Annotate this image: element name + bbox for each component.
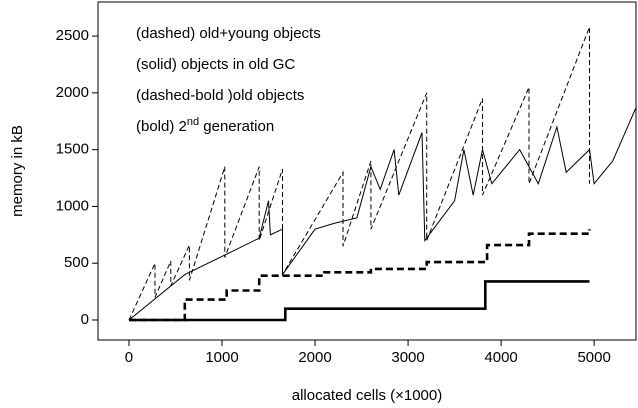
plot-frame <box>97 1 637 341</box>
y-tick-label: 0 <box>81 311 89 328</box>
series-line <box>128 107 637 321</box>
x-tick-label: 3000 <box>391 349 424 366</box>
y-axis-label: memory in kB <box>9 125 26 217</box>
x-tick-label: 2000 <box>298 349 331 366</box>
x-tick-label: 0 <box>125 349 133 366</box>
y-tick-label: 1000 <box>56 197 89 214</box>
series-line <box>129 229 591 322</box>
x-tick-label: 4000 <box>484 349 517 366</box>
y-tick-label: 500 <box>64 254 89 271</box>
x-axis-label: allocated cells (×1000) <box>292 387 443 404</box>
legend-entry: (dashed-bold )old objects <box>136 87 304 104</box>
x-tick-label: 5000 <box>577 349 610 366</box>
legend-text-part: (bold) 2 <box>136 118 187 135</box>
y-tick-label: 1500 <box>56 141 89 158</box>
y-tick-label: 2500 <box>56 27 89 44</box>
legend-entry: (bold) 2nd generation <box>136 116 274 135</box>
legend-entry: (dashed) old+young objects <box>136 25 321 42</box>
legend-text-part: generation <box>199 118 274 135</box>
series-line <box>129 280 590 322</box>
legend-text-part: nd <box>187 116 199 128</box>
y-tick-label: 2000 <box>56 84 89 101</box>
legend-entry: (solid) objects in old GC <box>136 56 295 73</box>
x-tick-label: 1000 <box>205 349 238 366</box>
